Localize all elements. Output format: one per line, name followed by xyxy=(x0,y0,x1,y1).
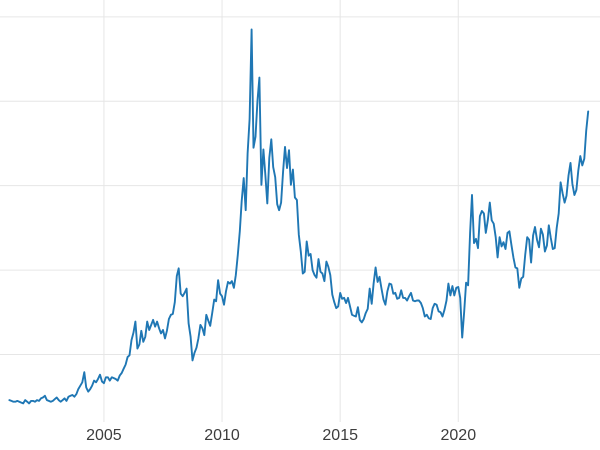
price-line-plot xyxy=(0,0,600,422)
price-series-line xyxy=(8,28,590,405)
x-tick-label: 2005 xyxy=(86,427,122,444)
x-axis: 2005 2010 2015 2020 xyxy=(0,424,600,450)
x-tick-label: 2010 xyxy=(204,427,240,444)
x-tick-label: 2015 xyxy=(322,427,358,444)
x-tick-label: 2020 xyxy=(440,427,477,444)
